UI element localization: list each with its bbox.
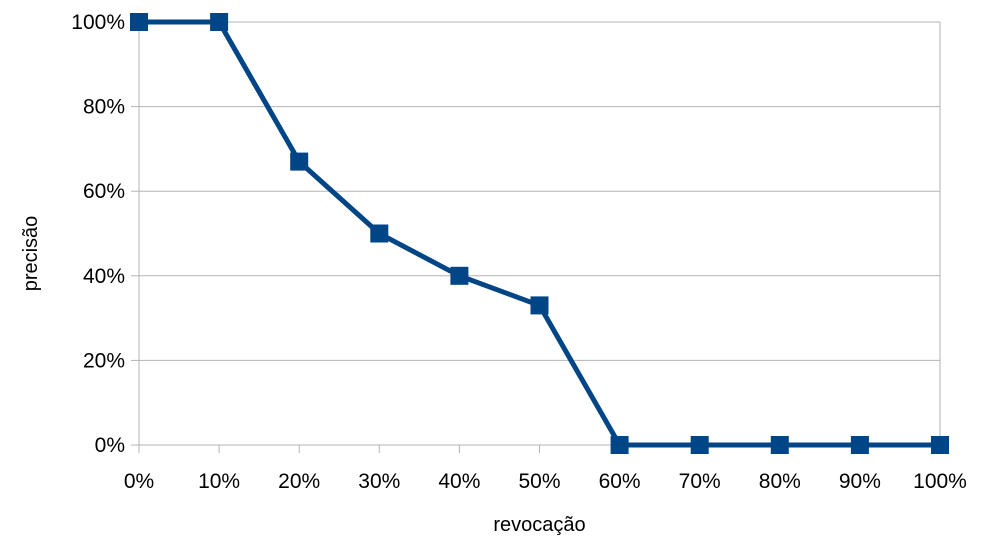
x-tick-label: 0% — [124, 470, 154, 493]
x-tick-label: 60% — [599, 470, 641, 493]
x-tick-label: 50% — [518, 470, 560, 493]
y-tick-label: 20% — [83, 349, 125, 372]
y-tick-label: 100% — [71, 11, 125, 34]
x-tick-label: 90% — [839, 470, 881, 493]
series-line — [139, 19, 940, 448]
axes — [138, 22, 941, 446]
gridlines — [139, 21, 940, 361]
data-point — [130, 13, 148, 31]
y-tick-label: 60% — [83, 180, 125, 203]
y-axis-title: precisão — [20, 216, 42, 292]
x-tick-label: 40% — [438, 470, 480, 493]
data-point — [931, 436, 949, 454]
x-tick-label: 80% — [759, 470, 801, 493]
x-tick-label: 70% — [679, 470, 721, 493]
x-tick-label: 10% — [198, 470, 240, 493]
data-point — [530, 296, 549, 315]
data-point — [290, 152, 309, 171]
x-tick-label: 100% — [913, 470, 967, 493]
data-point — [770, 436, 789, 454]
y-tick-label: 0% — [95, 434, 125, 457]
x-tick-label: 20% — [278, 470, 320, 493]
y-axis-ticks: 0% 20% 40% 60% 80% 100% — [71, 11, 139, 457]
data-point — [370, 224, 389, 243]
x-tick-label: 30% — [358, 470, 400, 493]
data-point — [850, 436, 869, 454]
y-tick-label: 80% — [83, 96, 125, 119]
data-point — [610, 436, 629, 454]
y-tick-label: 40% — [83, 265, 125, 288]
data-point — [690, 436, 709, 454]
data-point — [450, 266, 469, 285]
x-axis-ticks: 0% 10% 20% 30% 40% 50% 60% 70% 80% 90% 100% — [124, 445, 967, 493]
series-group — [130, 13, 949, 454]
data-point — [210, 13, 229, 31]
x-axis-title: revocação — [493, 514, 585, 536]
